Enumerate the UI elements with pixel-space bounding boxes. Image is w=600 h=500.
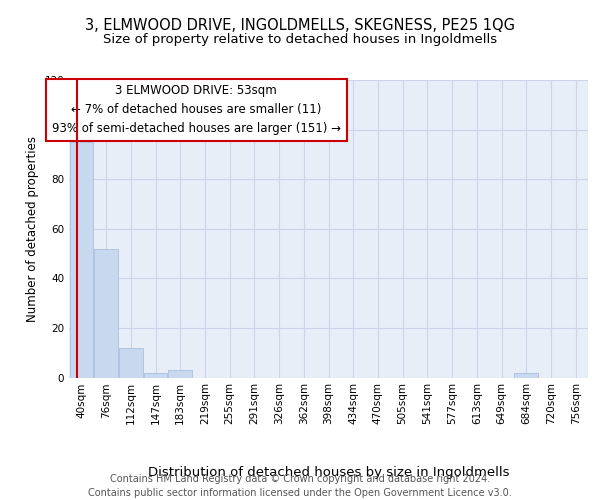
- Bar: [94, 248, 118, 378]
- Bar: [144, 372, 167, 378]
- Bar: [514, 372, 538, 378]
- X-axis label: Distribution of detached houses by size in Ingoldmells: Distribution of detached houses by size …: [148, 466, 509, 479]
- Bar: [70, 142, 93, 378]
- Text: Contains HM Land Registry data © Crown copyright and database right 2024.
Contai: Contains HM Land Registry data © Crown c…: [88, 474, 512, 498]
- Bar: [169, 370, 192, 378]
- Text: 3, ELMWOOD DRIVE, INGOLDMELLS, SKEGNESS, PE25 1QG: 3, ELMWOOD DRIVE, INGOLDMELLS, SKEGNESS,…: [85, 18, 515, 32]
- Bar: [119, 348, 143, 378]
- Text: 3 ELMWOOD DRIVE: 53sqm
← 7% of detached houses are smaller (11)
93% of semi-deta: 3 ELMWOOD DRIVE: 53sqm ← 7% of detached …: [52, 84, 341, 136]
- Y-axis label: Number of detached properties: Number of detached properties: [26, 136, 39, 322]
- Text: Size of property relative to detached houses in Ingoldmells: Size of property relative to detached ho…: [103, 32, 497, 46]
